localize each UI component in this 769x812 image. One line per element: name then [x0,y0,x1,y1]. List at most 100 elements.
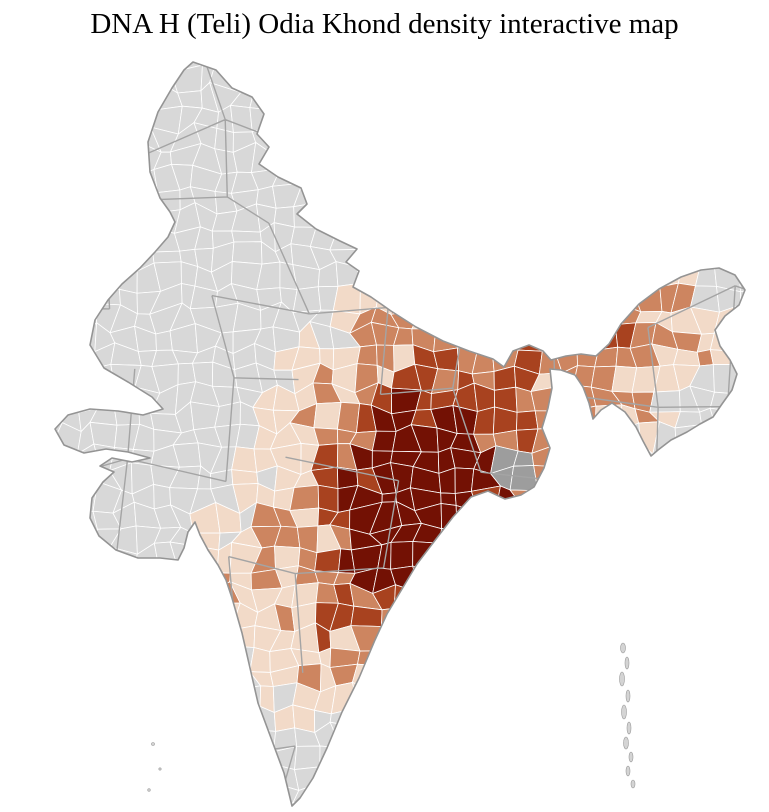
district-cell[interactable] [574,225,599,255]
district-cell[interactable] [673,189,699,212]
district-cell[interactable] [530,565,557,591]
district-cell[interactable] [710,462,740,493]
district-cell[interactable] [216,664,236,694]
district-cell[interactable] [489,163,517,195]
district-cell[interactable] [669,466,701,484]
district-cell[interactable] [720,805,734,812]
district-cell[interactable] [551,542,576,571]
district-cell[interactable] [579,766,598,789]
district-cell[interactable] [553,89,576,103]
district-cell[interactable] [675,542,702,574]
district-cell[interactable] [514,808,539,812]
district-cell[interactable] [73,803,102,812]
district-cell[interactable] [574,121,602,153]
district-cell[interactable] [400,82,416,112]
district-cell[interactable] [70,528,98,544]
district-cell[interactable] [659,804,679,812]
district-cell[interactable] [757,288,769,312]
district-cell[interactable] [373,144,395,175]
district-cell[interactable] [70,541,102,575]
district-cell[interactable] [516,588,542,613]
district-cell[interactable] [568,324,599,351]
district-cell[interactable] [695,503,718,534]
district-cell[interactable] [531,89,555,115]
district-cell[interactable] [709,331,743,352]
district-cell[interactable] [379,665,394,695]
district-cell[interactable] [492,721,521,748]
district-cell[interactable] [391,710,416,736]
district-cell[interactable] [394,265,423,288]
district-cell[interactable] [469,331,500,348]
district-cell[interactable] [38,623,60,655]
district-cell[interactable] [468,785,501,812]
district-cell[interactable] [596,590,615,614]
district-cell[interactable] [77,264,96,295]
district-cell[interactable] [519,641,541,674]
district-cell[interactable] [314,783,342,810]
district-cell[interactable] [431,568,462,594]
district-cell[interactable] [51,561,83,595]
district-cell[interactable] [334,205,363,231]
district-cell[interactable] [410,586,438,613]
district-cell[interactable] [692,647,722,668]
district-cell[interactable] [578,460,599,493]
district-cell[interactable] [294,127,316,148]
district-cell[interactable] [431,586,452,613]
district-cell[interactable] [89,42,121,67]
district-cell[interactable] [612,547,640,573]
district-cell[interactable] [571,284,594,307]
district-cell[interactable] [533,183,557,215]
district-cell[interactable] [271,69,301,89]
district-cell[interactable] [709,666,738,694]
district-cell[interactable] [732,610,754,633]
district-cell[interactable] [77,241,96,274]
district-cell[interactable] [551,264,580,290]
district-cell[interactable] [529,621,551,643]
district-cell[interactable] [71,143,99,174]
district-cell[interactable] [357,83,379,114]
district-cell[interactable] [94,381,116,409]
district-cell[interactable] [436,65,458,93]
district-cell[interactable] [51,710,83,732]
district-cell[interactable] [33,761,60,792]
district-cell[interactable] [314,802,342,812]
district-cell[interactable] [216,644,242,670]
district-cell[interactable] [391,149,420,175]
district-cell[interactable] [755,362,769,392]
district-cell[interactable] [380,124,394,151]
district-cell[interactable] [292,65,321,92]
district-cell[interactable] [577,621,599,654]
district-cell[interactable] [553,324,578,351]
district-cell[interactable] [695,787,722,812]
district-cell[interactable] [534,529,563,554]
district-cell[interactable] [351,681,383,708]
district-cell[interactable] [51,481,78,514]
district-cell[interactable] [109,743,139,775]
district-cell[interactable] [414,205,435,227]
district-cell[interactable] [754,766,769,786]
district-cell[interactable] [552,490,580,512]
district-cell[interactable] [555,587,575,611]
district-cell[interactable] [292,801,323,812]
district-cell[interactable] [731,141,760,172]
district-cell[interactable] [131,765,157,790]
district-cell[interactable] [591,524,614,549]
district-cell[interactable] [670,227,701,250]
district-cell[interactable] [51,780,82,809]
district-cell[interactable] [594,225,623,254]
district-cell[interactable] [90,746,118,775]
district-cell[interactable] [460,209,480,235]
district-cell[interactable] [750,591,769,614]
district-cell[interactable] [136,222,155,253]
district-cell[interactable] [318,65,341,92]
district-cell[interactable] [751,247,769,271]
district-cell[interactable] [393,766,421,793]
district-cell[interactable] [549,188,579,215]
district-cell[interactable] [191,742,220,772]
district-cell[interactable] [53,610,81,628]
district-cell[interactable] [471,70,493,94]
district-cell[interactable] [38,150,57,175]
district-cell[interactable] [36,586,61,612]
district-cell[interactable] [432,209,463,232]
district-cell[interactable] [114,642,143,666]
